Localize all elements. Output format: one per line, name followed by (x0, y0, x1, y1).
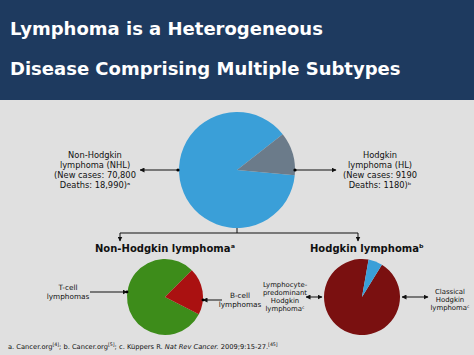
footnote-part: ; b. Cancer.org (59, 343, 108, 351)
arrow (295, 170, 336, 171)
arrow (402, 297, 428, 298)
arrow (90, 292, 127, 293)
connector-dot (126, 291, 129, 294)
annotation: Non-Hodgkinlymphoma (NHL)(New cases: 70,… (54, 150, 136, 190)
connector-dot (293, 168, 296, 171)
connector-line (237, 228, 238, 233)
pie-slice (362, 260, 382, 297)
chart: Lymphoma is a Heterogeneous Disease Compr… (0, 0, 474, 355)
title-line: Disease Comprising Multiple Subtypes (10, 58, 401, 79)
annotation-line: Lymphocyte- (263, 281, 308, 289)
connector-dot (202, 299, 205, 302)
annotation-line: Deaths: 18,990)ᵃ (60, 180, 130, 190)
annotation-line: Deaths: 1180)ᵇ (349, 180, 412, 190)
footnote-part: a. Cancer.org (8, 343, 52, 351)
arrow (203, 300, 222, 301)
annotation-line: lymphomas (219, 300, 262, 309)
footnote-part: Nat Rev Cancer. (165, 343, 219, 351)
annotation-line: Non-Hodgkin (68, 150, 122, 160)
connector-line (120, 233, 358, 234)
pie-title: Hodgkin lymphomaᵇ (310, 243, 424, 254)
footnote-part: ; c. Küppers R. (115, 343, 165, 351)
annotation: T-celllymphomas (47, 283, 90, 301)
title-background (0, 0, 474, 100)
annotation: Lymphocyte-predominantHodgkinlymphomaᶜ (263, 281, 308, 313)
body-background (0, 0, 474, 355)
annotation: Hodgkinlymphoma (HL)(New cases: 9190Deat… (343, 150, 417, 190)
pie-slice (237, 134, 295, 175)
annotation-line: lymphomaᶜ (430, 304, 470, 312)
annotation-line: lymphoma (NHL) (60, 160, 130, 170)
footnote-part: 2009;9:15-27. (219, 343, 268, 351)
annotation-line: lymphomaᶜ (265, 305, 305, 313)
pie (127, 259, 203, 335)
annotation-line: Hodgkin (271, 297, 299, 305)
annotation-line: (New cases: 9190 (343, 170, 417, 180)
annotation-line: Hodgkin (363, 150, 397, 160)
annotation-line: Classical (435, 288, 465, 296)
pie-slice (165, 270, 203, 314)
pie (179, 112, 295, 228)
annotation-line: predominant (263, 289, 307, 297)
footnote: a. Cancer.org[4]; b. Cancer.org[5]; c. K… (8, 342, 278, 352)
annotation: ClassicalHodgkinlymphomaᶜ (430, 288, 470, 312)
annotation-line: (New cases: 70,800 (54, 170, 136, 180)
pie (324, 259, 400, 335)
annotation-line: lymphoma (HL) (348, 160, 412, 170)
title-line: Lymphoma is a Heterogeneous (10, 18, 323, 39)
pie-slice (179, 112, 295, 228)
pie-title: Non-Hodgkin lymphomaᵃ (95, 243, 235, 254)
annotation-line: Hodgkin (436, 296, 464, 304)
footnote-part: [45] (268, 342, 278, 347)
arrow (306, 297, 322, 298)
annotation: B-celllymphomas (219, 291, 262, 309)
arrow (140, 170, 178, 171)
arrow (358, 233, 359, 241)
arrow (120, 233, 121, 241)
pie-slice (324, 259, 400, 335)
annotation-line: lymphomas (47, 292, 90, 301)
connector-dot (176, 168, 179, 171)
title: Lymphoma is a Heterogeneous Disease Compr… (10, 18, 401, 79)
